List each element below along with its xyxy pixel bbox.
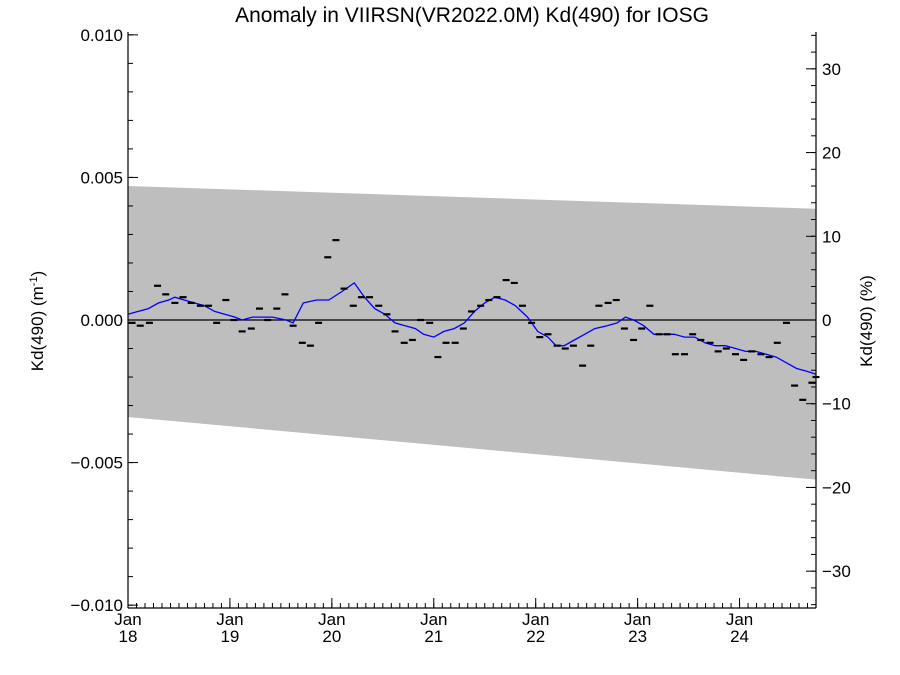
x-tick-label-month: Jan — [114, 610, 141, 629]
chart-title: Anomaly in VIIRSN(VR2022.0M) Kd(490) for… — [235, 4, 709, 27]
x-tick-label-month: Jan — [624, 610, 651, 629]
x-tick-label-year: 21 — [424, 627, 443, 646]
y-right-tick-label: −20 — [822, 478, 851, 497]
y-right-tick-label: 0 — [822, 311, 831, 330]
x-tick-label-month: Jan — [318, 610, 345, 629]
y-right-tick-label: 20 — [822, 144, 841, 163]
y-left-tick-label: −0.010 — [71, 596, 123, 615]
y-left-tick-label: −0.005 — [71, 454, 123, 473]
y-right-tick-label: 10 — [822, 227, 841, 246]
uncertainty-band — [128, 185, 816, 480]
y-right-tick-label: −10 — [822, 395, 851, 414]
x-tick-label-year: 23 — [628, 627, 647, 646]
x-tick-label-year: 19 — [220, 627, 239, 646]
y-right-tick-label: 30 — [822, 60, 841, 79]
x-tick-label-month: Jan — [522, 610, 549, 629]
plot-area: 0.010 0.005 0.000 −0.005 −0.010 30 20 10 0 −10 −20… — [71, 26, 851, 646]
y-left-tick-label: 0.000 — [80, 311, 123, 330]
y-left-tick-label: 0.005 — [80, 168, 123, 187]
y-left-tick-label: 0.010 — [80, 26, 123, 45]
x-tick-label-year: 20 — [322, 627, 341, 646]
x-tick-label-year: 18 — [119, 627, 138, 646]
x-tick-label-month: Jan — [726, 610, 753, 629]
x-tick-label-year: 22 — [526, 627, 545, 646]
y-right-tick-label: −30 — [822, 562, 851, 581]
x-tick-label-month: Jan — [216, 610, 243, 629]
x-tick-label-month: Jan — [420, 610, 447, 629]
y-axis-right-label: Kd(490) (%) — [857, 275, 876, 367]
x-tick-label-year: 24 — [730, 627, 749, 646]
y-axis-left-label: Kd(490) (m-1) — [28, 271, 47, 371]
